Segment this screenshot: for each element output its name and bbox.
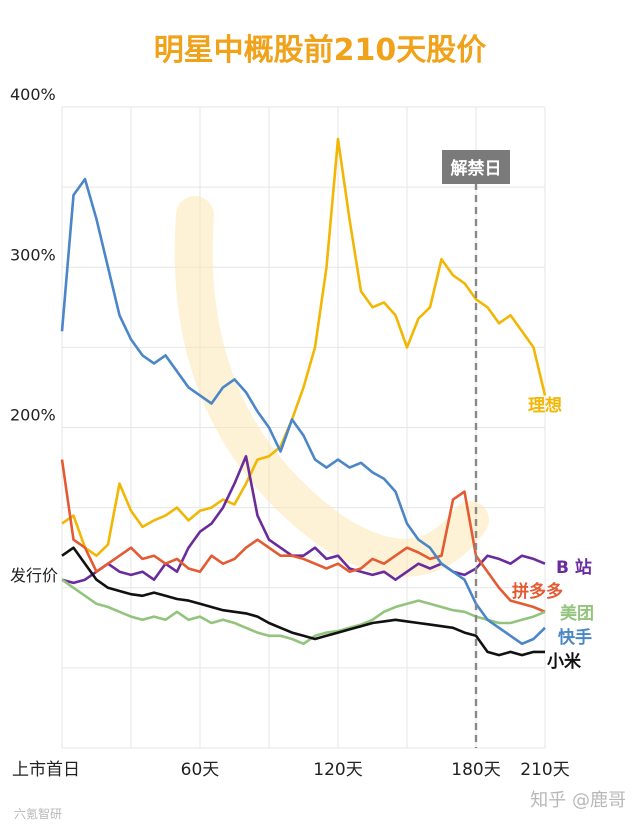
background-logo-arc	[174, 196, 489, 577]
x-axis-ticks: 上市首日 60天 120天 180天 210天	[12, 760, 570, 780]
series-lines	[60, 137, 547, 657]
x-tick-label: 上市首日	[12, 760, 80, 780]
x-tick-label: 180天	[451, 760, 500, 780]
series-line-拼多多	[60, 459, 546, 613]
lockup-label-box	[442, 150, 510, 184]
x-tick-label: 210天	[520, 760, 569, 780]
y-tick-label: 200%	[10, 406, 56, 425]
background-logo-shape	[174, 196, 489, 577]
y-axis-ticks: 发行价 200% 300% 400%	[10, 85, 58, 585]
series-label: 快手	[558, 627, 592, 648]
series-line-B 站	[61, 454, 546, 585]
series-label: B 站	[556, 557, 592, 578]
series-line-小米	[61, 546, 545, 657]
watermark-right: 知乎 @鹿哥	[530, 790, 626, 811]
lockup-annotation: 解禁日	[442, 150, 510, 748]
series-line-理想	[61, 137, 547, 558]
y-tick-label: 发行价	[10, 566, 58, 585]
series-line-美团	[61, 578, 546, 646]
x-tick-label: 120天	[313, 760, 362, 780]
series-label: 理想	[528, 395, 562, 416]
series-label: 拼多多	[512, 581, 563, 602]
y-tick-label: 300%	[10, 245, 56, 264]
x-tick-label: 60天	[181, 760, 220, 780]
grid-lines	[61, 106, 546, 749]
lockup-label: 解禁日	[451, 158, 502, 179]
series-label: 小米	[547, 651, 582, 672]
series-line-快手	[60, 177, 546, 646]
series-label: 美团	[560, 603, 594, 624]
chart-title: 明星中概股前210天股价	[154, 33, 487, 68]
y-tick-label: 400%	[10, 85, 56, 104]
watermark-left: 六氪智研	[14, 806, 62, 821]
